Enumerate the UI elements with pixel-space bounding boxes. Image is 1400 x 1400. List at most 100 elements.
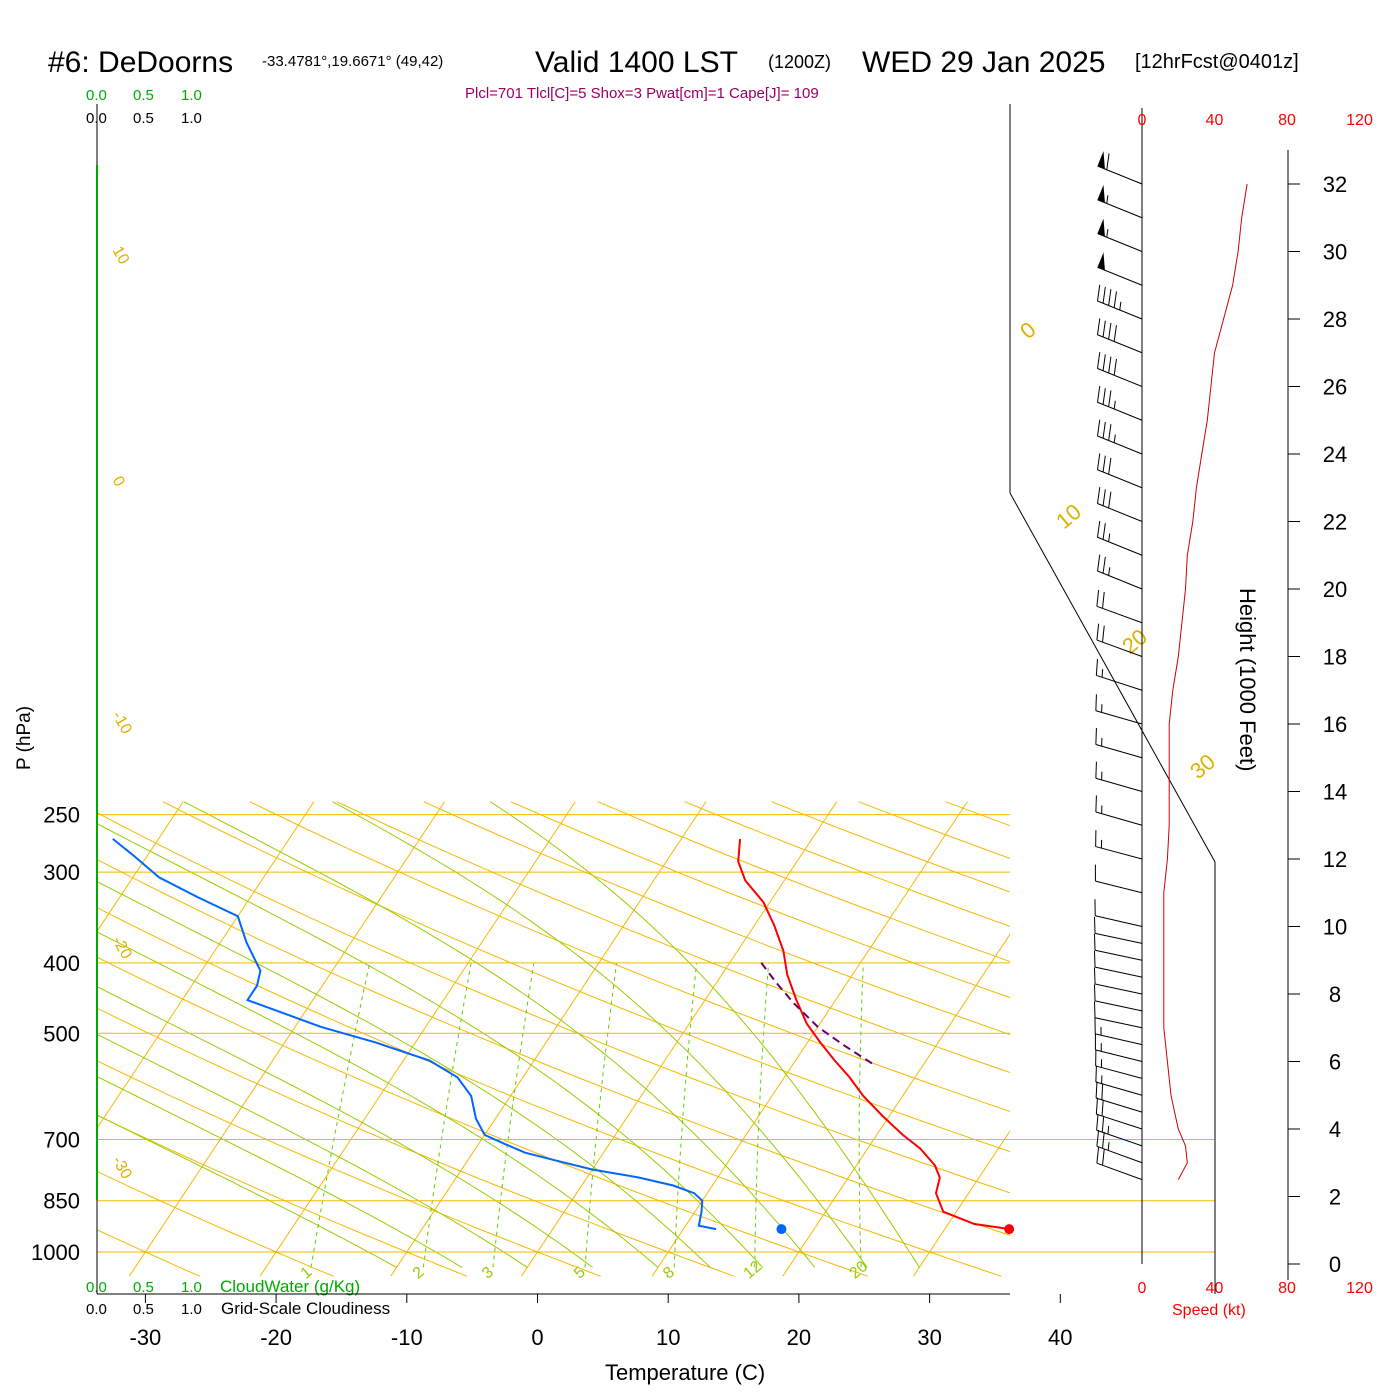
moist-adiabat-line — [183, 801, 816, 1268]
wind-barb-full — [1096, 623, 1100, 641]
dry-adiabat-line — [1032, 802, 1400, 1277]
wind-barb-pennant — [1097, 151, 1105, 170]
wind-barb-full — [1108, 356, 1112, 374]
wind-barb-full — [1108, 424, 1112, 441]
isotherm-line — [520, 801, 838, 1277]
mixing-ratio-label: 5 — [571, 1264, 589, 1283]
wind-barb-full — [1102, 591, 1105, 609]
isotherm-line — [1306, 802, 1400, 1277]
temperature-tick-label: 30 — [917, 1325, 941, 1350]
valid-time: Valid 1400 LST — [535, 46, 738, 79]
wind-barb — [1093, 933, 1143, 961]
wind-barb-staff — [1096, 1129, 1143, 1147]
wind-barb-staff — [1096, 1145, 1143, 1164]
isotherm-line — [390, 801, 707, 1277]
wind-barb — [1097, 252, 1143, 286]
wind-barb-full — [1101, 1083, 1104, 1100]
pressure-tick-label: 700 — [43, 1127, 80, 1152]
stability-indices: Plcl=701 Tlcl[C]=5 Shox=3 Pwat[cm]=1 Cap… — [465, 85, 819, 102]
wind-barb-staff — [1097, 570, 1143, 590]
wind-barb-staff — [1094, 983, 1143, 995]
cloud-water-tick: 0.0 — [86, 1279, 107, 1296]
wind-barb-full — [1101, 1099, 1104, 1117]
isotherm-line — [1175, 802, 1400, 1277]
speed-tick-label-top: 120 — [1346, 112, 1373, 129]
mixing-ratio-label: 2 — [410, 1264, 428, 1283]
isotherm-label: 30 — [1185, 749, 1220, 784]
wind-barb-full — [1095, 728, 1097, 745]
height-tick-label: 16 — [1323, 712, 1347, 737]
speed-tick-label-bottom: 120 — [1346, 1280, 1373, 1297]
wind-barb — [1095, 761, 1143, 792]
dry-adiabat-line — [1206, 802, 1400, 1277]
wind-barb-staff — [1095, 1081, 1143, 1096]
wind-barb-staff — [1094, 949, 1143, 961]
wind-barb-staff — [1095, 915, 1143, 927]
isotherm-label: 10 — [1051, 499, 1086, 534]
cloud-water-tick: 0.0 — [86, 87, 107, 104]
wind-barb — [1097, 218, 1143, 252]
wind-barb — [1096, 520, 1143, 556]
dry-adiabat-line — [684, 801, 1010, 927]
speed-tick-label-bottom: 80 — [1278, 1280, 1296, 1297]
cloudiness-label: Grid-Scale Cloudiness — [221, 1299, 390, 1318]
mixing-ratio-line — [673, 962, 698, 1268]
wind-barb-staff — [1096, 605, 1143, 624]
height-tick-label: 30 — [1323, 240, 1347, 265]
mixing-ratio-line — [858, 962, 864, 1268]
wind-barb-staff — [1095, 880, 1143, 894]
cloud-water-label: CloudWater (g/Kg) — [220, 1277, 360, 1296]
wind-barb-full — [1106, 153, 1110, 170]
isotherm-line — [97, 801, 184, 933]
wind-barb-pennant — [1097, 184, 1105, 203]
wind-barb-full — [1096, 520, 1101, 538]
speed-axis-label: Speed (kt) — [1172, 1302, 1246, 1319]
isobar-lines — [97, 814, 1215, 1253]
temperature-tick-label: -20 — [260, 1325, 292, 1350]
wind-barb-full — [1102, 523, 1106, 540]
dry-adiabat-line — [1380, 802, 1400, 1277]
wind-barb-full — [1102, 388, 1106, 405]
height-tick-label: 22 — [1323, 510, 1347, 535]
surface-dewpoint-point — [776, 1224, 787, 1235]
wind-barb — [1093, 967, 1143, 995]
wind-barb-full — [1102, 556, 1106, 574]
wind-barb-full — [1096, 1129, 1100, 1147]
wind-barb-half — [1107, 1142, 1110, 1151]
wind-barb-staff — [1096, 639, 1143, 657]
wind-barb — [1096, 318, 1143, 354]
isotherm-label: 10 — [109, 244, 133, 268]
mixing-ratio-label: 12 — [741, 1258, 766, 1283]
wind-barb — [1095, 658, 1143, 691]
wind-barb — [1093, 984, 1143, 1012]
wind-barb-full — [1108, 322, 1112, 340]
mixing-ratio-line — [422, 962, 472, 1268]
wind-barb-staff — [1095, 1049, 1143, 1062]
speed-tick-label-top: 0 — [1138, 112, 1147, 129]
forecast-date: WED 29 Jan 2025 — [862, 46, 1105, 79]
isotherm-line — [913, 1130, 1010, 1277]
dry-adiabat-line — [97, 812, 1010, 1194]
isotherm-line — [1044, 802, 1359, 1277]
wind-barb — [1096, 453, 1143, 489]
pressure-tick-label: 500 — [43, 1021, 80, 1046]
wind-barb — [1095, 795, 1143, 826]
wind-barb-full — [1113, 358, 1117, 376]
cloud-water-tick: 1.0 — [181, 87, 202, 104]
wind-barb-staff — [1097, 300, 1143, 320]
height-tick-label: 2 — [1329, 1185, 1341, 1210]
cloudiness-tick: 1.0 — [181, 110, 202, 127]
height-tick-label: 26 — [1323, 375, 1347, 400]
moist-adiabat-line — [97, 880, 711, 1268]
wind-barb — [1095, 1081, 1143, 1113]
dry-adiabat-line — [162, 801, 1010, 1153]
speed-tick-label-top: 80 — [1278, 112, 1296, 129]
cloud-water-scale-bottom: 0.0 0.5 1.0 CloudWater (g/Kg) 0.0 0.5 1.… — [86, 1277, 390, 1318]
wind-barb — [1096, 554, 1143, 590]
wind-barb-staff — [1097, 368, 1143, 387]
moist-adiabat-line — [97, 986, 593, 1268]
dry-adiabat-line — [423, 801, 1010, 1036]
wind-barb-staff — [1097, 503, 1143, 522]
wind-barb-staff — [1095, 777, 1143, 792]
